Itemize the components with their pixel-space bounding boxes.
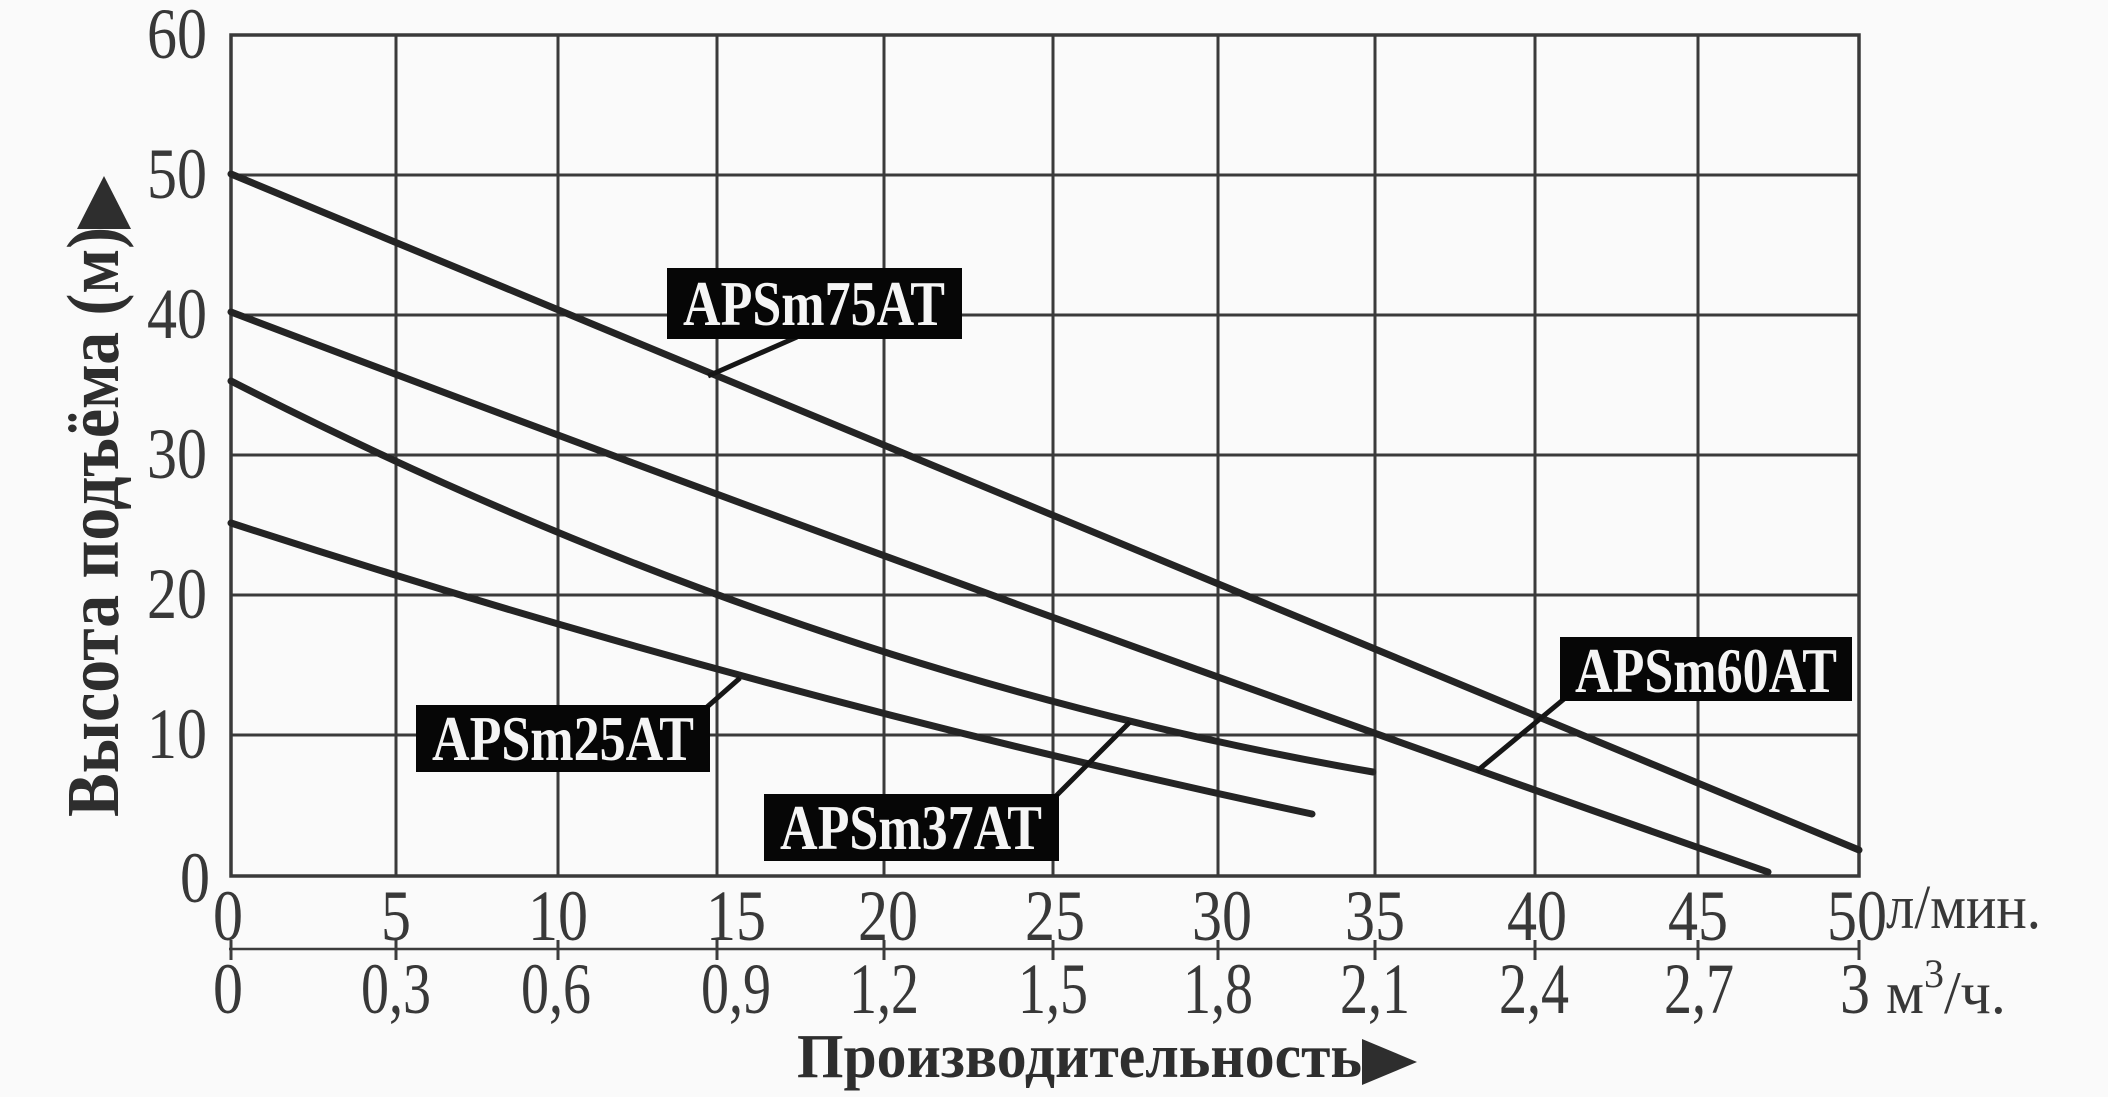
svg-text:м3/ч.: м3/ч.: [1886, 951, 2006, 1026]
svg-text:0: 0: [213, 949, 243, 1029]
svg-text:0,6: 0,6: [521, 949, 591, 1029]
svg-text:Производительность: Производительность: [797, 1023, 1362, 1091]
svg-text:60: 60: [147, 0, 207, 74]
svg-text:1,8: 1,8: [1183, 949, 1253, 1029]
svg-text:20: 20: [858, 876, 918, 956]
svg-text:0,3: 0,3: [361, 949, 431, 1029]
svg-text:0: 0: [213, 876, 243, 956]
svg-text:20: 20: [147, 554, 207, 634]
svg-text:1,2: 1,2: [849, 949, 919, 1029]
svg-text:25: 25: [1025, 876, 1085, 956]
svg-text:2,1: 2,1: [1340, 949, 1410, 1029]
svg-text:3: 3: [1840, 949, 1870, 1029]
svg-text:APSm37AT: APSm37AT: [780, 792, 1042, 863]
svg-text:APSm60AT: APSm60AT: [1575, 635, 1837, 706]
svg-text:10: 10: [147, 694, 207, 774]
svg-text:30: 30: [1192, 876, 1252, 956]
svg-text:40: 40: [147, 274, 207, 354]
svg-text:50: 50: [147, 134, 207, 214]
svg-text:APSm75AT: APSm75AT: [683, 268, 945, 339]
svg-text:Высота подъёма (м): Высота подъёма (м): [53, 227, 135, 817]
svg-text:л/мин.: л/мин.: [1886, 874, 2041, 942]
svg-text:0: 0: [180, 838, 210, 918]
svg-text:1,5: 1,5: [1018, 949, 1088, 1029]
svg-text:APSm25AT: APSm25AT: [432, 703, 694, 774]
svg-text:2,4: 2,4: [1499, 949, 1569, 1029]
svg-text:2,7: 2,7: [1664, 949, 1734, 1029]
svg-text:50: 50: [1827, 876, 1887, 956]
svg-text:40: 40: [1507, 876, 1567, 956]
svg-text:15: 15: [706, 876, 766, 956]
svg-text:30: 30: [147, 414, 207, 494]
svg-text:0,9: 0,9: [701, 949, 771, 1029]
